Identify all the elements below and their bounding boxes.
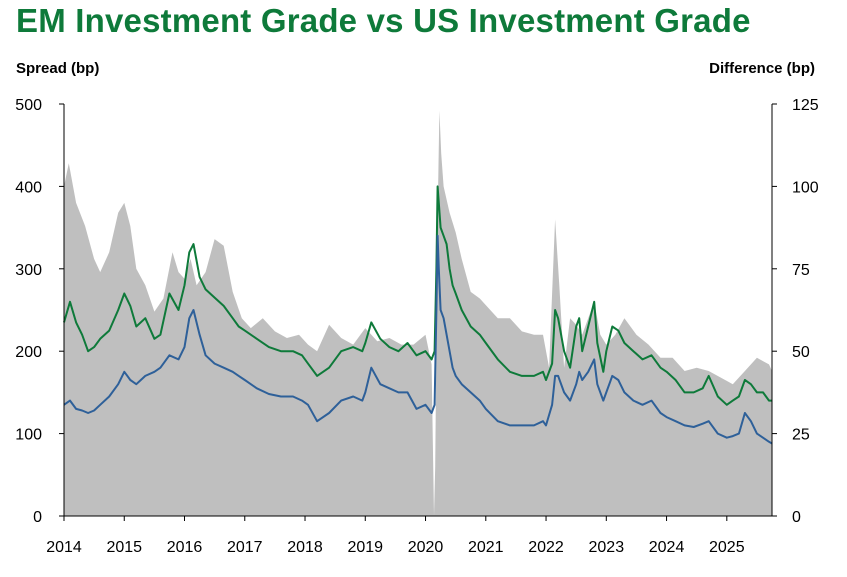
y2-tick-label: 50: [792, 344, 810, 361]
x-tick-label: 2018: [287, 539, 323, 556]
series-line-1: [63, 234, 773, 445]
x-tick-label: 2019: [347, 539, 383, 556]
chart-title: EM Investment Grade vs US Investment Gra…: [16, 2, 751, 39]
x-tick-label: 2023: [589, 539, 625, 556]
y-tick-label: 300: [15, 262, 42, 279]
x-tick-label: 2021: [468, 539, 504, 556]
axes-layer: 0 100 200 300 400 500 0 25 50 75 100 125 2014 2015 201…: [15, 97, 819, 556]
y2-tick-label: 125: [792, 97, 819, 114]
y-tick-label: 200: [15, 344, 42, 361]
y-tick-label: 400: [15, 179, 42, 196]
x-tick-label: 2024: [649, 539, 685, 556]
series-line-0: [63, 185, 772, 406]
difference-area-layer: [64, 110, 772, 516]
x-tick-label: 2015: [106, 539, 142, 556]
x-tick-label: 2014: [46, 539, 82, 556]
y-tick-label: 0: [33, 509, 42, 526]
x-tick-label: 2016: [167, 539, 203, 556]
x-tick-label: 2017: [227, 539, 263, 556]
y2-tick-label: 100: [792, 179, 819, 196]
right-axis-title: Difference (bp): [709, 60, 815, 77]
x-tick-label: 2020: [408, 539, 444, 556]
y2-tick-label: 25: [792, 427, 810, 444]
y-tick-label: 500: [15, 97, 42, 114]
left-axis-title: Spread (bp): [16, 60, 100, 77]
difference-area: [64, 110, 772, 516]
x-tick-label: 2025: [709, 539, 745, 556]
x-tick-label: 2022: [528, 539, 564, 556]
spread-lines-layer: [63, 185, 773, 445]
y2-tick-label: 75: [792, 262, 810, 279]
y-tick-label: 100: [15, 427, 42, 444]
y2-tick-label: 0: [792, 509, 801, 526]
